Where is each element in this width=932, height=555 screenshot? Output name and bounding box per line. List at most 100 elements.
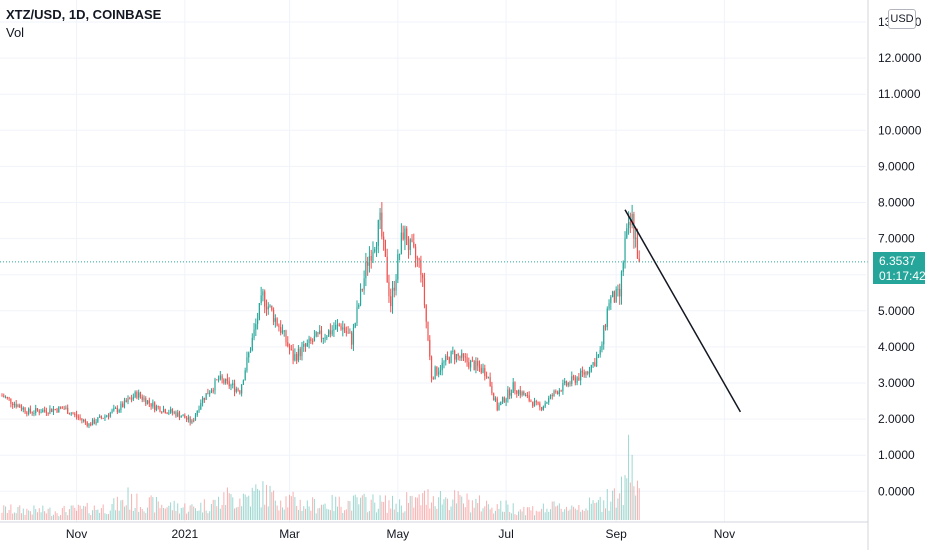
volume-bar	[537, 511, 539, 520]
volume-bar	[409, 495, 411, 520]
volume-bar	[594, 503, 596, 520]
candle-body	[86, 422, 88, 427]
candle-body	[141, 396, 143, 400]
volume-bar	[209, 511, 211, 520]
candle-body	[125, 400, 127, 403]
volume-bar	[306, 500, 308, 520]
volume-bar	[352, 495, 354, 520]
volume-bar	[322, 504, 324, 520]
candle-body	[372, 251, 374, 261]
volume-bar	[38, 508, 40, 520]
volume-bar	[147, 507, 149, 520]
volume-bar	[475, 498, 477, 520]
volume-bar	[100, 508, 102, 520]
candle-body	[22, 407, 24, 410]
candle-body	[370, 255, 372, 261]
candle-body	[574, 377, 576, 383]
volume-bar	[507, 504, 509, 520]
candle-body	[521, 391, 523, 396]
volume-bar	[478, 495, 480, 520]
volume-bar	[496, 504, 498, 520]
volume-bar	[193, 506, 195, 520]
trend-line	[624, 209, 742, 413]
candle-body	[454, 350, 456, 360]
volume-bar	[349, 501, 351, 520]
volume-bar	[413, 507, 415, 520]
volume-bar	[411, 495, 413, 520]
volume-bar	[308, 506, 310, 520]
candle-body	[102, 417, 104, 419]
candle-body	[601, 344, 603, 350]
volume-bar	[42, 505, 44, 520]
candle-body	[79, 417, 81, 419]
candle-body	[297, 348, 300, 361]
candle-body	[134, 391, 136, 398]
volume-bar	[583, 510, 585, 520]
candle-body	[613, 291, 615, 303]
volume-bar	[6, 512, 8, 520]
volume-bar	[526, 507, 528, 520]
volume-bar	[333, 511, 335, 520]
price-tick-label: 8.0000	[878, 196, 915, 210]
candle-body	[631, 213, 633, 226]
candle-body	[152, 402, 154, 407]
volume-bar	[157, 501, 159, 520]
volume-bar	[214, 499, 216, 520]
candle-body	[468, 362, 470, 368]
candle-body	[604, 325, 607, 328]
candle-body	[42, 409, 44, 413]
candle-body	[525, 394, 527, 396]
candle-body	[354, 323, 356, 328]
volume-bar	[115, 510, 117, 520]
candle-body	[35, 408, 37, 413]
candle-body	[217, 379, 220, 381]
candle-body	[553, 391, 555, 397]
candle-body	[358, 305, 360, 308]
candle-body	[317, 332, 319, 334]
candle-body	[624, 237, 626, 263]
price-tick-label: 12.0000	[878, 51, 922, 65]
candle-body	[239, 390, 241, 394]
candle-body	[493, 393, 495, 401]
candle-body	[312, 341, 314, 343]
volume-bar	[450, 506, 452, 520]
candle-body	[439, 370, 442, 373]
candle-body	[143, 398, 145, 400]
candle-body	[528, 395, 530, 401]
volume-bar	[118, 510, 120, 520]
candle-body	[541, 407, 543, 410]
volume-bar	[567, 510, 569, 520]
volume-legend-label[interactable]: Vol	[6, 25, 25, 40]
candle-body	[599, 349, 601, 355]
volume-bar	[503, 511, 505, 520]
volume-bar	[264, 504, 266, 520]
candle-body	[313, 336, 315, 342]
currency-button[interactable]: USD	[888, 9, 916, 29]
volume-bar	[557, 505, 559, 520]
volume-bar	[519, 509, 521, 520]
candle-body	[461, 353, 463, 359]
candle-body	[258, 303, 260, 320]
candle-body	[423, 277, 426, 306]
volume-bar	[494, 510, 496, 520]
volume-bar	[5, 506, 7, 520]
volume-bar	[92, 510, 94, 520]
candle-body	[379, 212, 381, 221]
volume-bar	[455, 503, 457, 520]
volume-bar	[505, 500, 507, 520]
candle-body	[84, 420, 87, 423]
candle-body	[420, 259, 422, 275]
candle-body	[97, 417, 99, 422]
candle-body	[571, 376, 573, 384]
candle-body	[445, 356, 447, 362]
price-tick-label: 4.0000	[878, 340, 915, 354]
candle-body	[276, 318, 278, 326]
volume-bar	[368, 511, 370, 520]
time-tick-label: 2021	[171, 527, 198, 541]
price-tick-label: 10.0000	[878, 123, 922, 137]
candle-body	[115, 407, 117, 409]
symbol-title[interactable]: XTZ/USD, 1D, COINBASE	[6, 7, 162, 22]
volume-bar	[539, 511, 541, 520]
